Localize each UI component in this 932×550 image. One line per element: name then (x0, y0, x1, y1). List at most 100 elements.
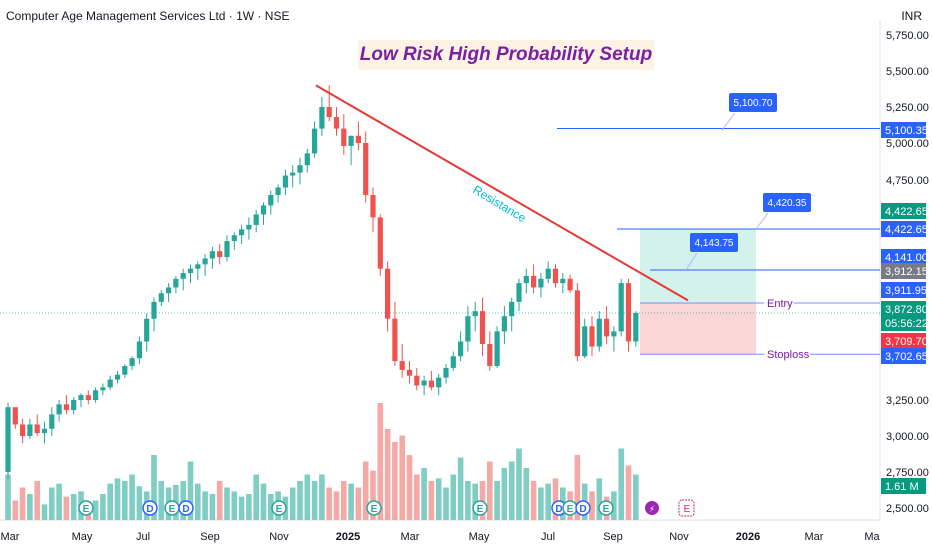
volume-bar (457, 457, 464, 520)
dividend-marker (142, 500, 158, 516)
earnings-marker (78, 500, 94, 516)
candle-body (560, 278, 566, 284)
time-axis-label: May (72, 531, 93, 543)
candle-body (114, 374, 121, 380)
time-axis-label: Mar (401, 531, 420, 543)
candle-body (370, 194, 376, 218)
resistance-line (315, 84, 689, 302)
candle-body (326, 107, 332, 118)
callout-box (729, 93, 777, 112)
volume-bar (472, 483, 478, 520)
volume-bar (114, 478, 121, 520)
candle-body (319, 107, 325, 129)
candle-body (501, 316, 507, 332)
candle-body (399, 361, 405, 370)
candle-body (129, 358, 135, 366)
time-axis-label: May (469, 531, 490, 543)
candle-body (209, 251, 215, 259)
volume-bar (370, 470, 376, 520)
callout-box (763, 193, 811, 212)
candle-body (195, 264, 201, 269)
earnings-marker-label: E (83, 504, 90, 515)
candle-body (107, 379, 113, 388)
stoploss-label: Stoploss (767, 349, 810, 361)
volume-bar (399, 435, 405, 520)
earnings-marker-label: E (371, 504, 378, 515)
candle-body (604, 318, 610, 337)
volume-bar (362, 461, 369, 520)
earnings-marker (598, 500, 614, 516)
volume-bar (516, 448, 522, 520)
volume-bar (523, 468, 530, 520)
volume-bar (501, 468, 508, 520)
candle-body (363, 143, 369, 195)
split-marker (645, 501, 659, 515)
volume-bar (27, 494, 33, 520)
volume-bar (552, 478, 559, 520)
volume-bar (494, 481, 500, 520)
price-tag-label: 3,702.65 (885, 351, 928, 363)
candle-body (574, 290, 580, 357)
volume-bar (487, 461, 493, 520)
price-tick-label: 5,250.00 (886, 102, 929, 114)
candle-body (56, 404, 62, 415)
candle-body (49, 414, 55, 429)
candle-body (41, 428, 48, 434)
volume-bar (231, 491, 238, 520)
volume-bar (465, 481, 471, 520)
price-tick-label: 3,250.00 (886, 395, 929, 407)
price-tick-label: 3,000.00 (886, 431, 929, 443)
price-tick-label: 5,000.00 (886, 138, 929, 150)
split-marker-label: ⚡ (649, 504, 655, 514)
candle-body (589, 326, 595, 347)
time-axis-label: Mar (805, 531, 824, 543)
volume-bar (107, 483, 113, 520)
volume-bar (450, 474, 457, 520)
symbol-title: Computer Age Management Services Ltd · 1… (6, 9, 290, 23)
volume-bar (618, 448, 624, 520)
volume-bar (56, 483, 62, 520)
callout-box (690, 233, 738, 252)
earnings-marker-label: E (567, 504, 574, 515)
volume-bar (41, 504, 48, 520)
candle-body (239, 229, 245, 236)
volume-bar (479, 481, 486, 520)
dividend-marker-label: D (579, 504, 586, 515)
volume-bar (545, 483, 551, 520)
price-tag-label: 3,912.15 (885, 266, 928, 278)
price-tag (881, 348, 926, 364)
volume-bar (574, 455, 581, 520)
volume-bar (224, 487, 230, 520)
earnings-marker (472, 500, 488, 516)
candle-body (472, 311, 478, 317)
volume-bar (5, 474, 11, 520)
candle-body (231, 235, 237, 242)
volume-bar (216, 481, 223, 520)
candle-body (516, 283, 522, 302)
volume-bar (187, 461, 194, 520)
upcoming-earnings-marker (678, 499, 695, 517)
candle-body (582, 326, 588, 357)
candle-body (538, 278, 544, 288)
candle-body (509, 301, 515, 317)
price-tag-label: 4,141.00 (885, 252, 928, 264)
candle-body (596, 318, 602, 347)
candle-body (136, 341, 142, 359)
dividend-marker (575, 500, 591, 516)
time-axis-label: 2026 (736, 531, 760, 543)
price-tag-label: 3,709.70 (885, 336, 928, 348)
candle-body (122, 365, 128, 375)
earnings-marker-label: E (276, 504, 283, 515)
price-tag-label: 4,422.65 (885, 206, 928, 218)
volume-bar (12, 500, 19, 520)
candle-body (173, 278, 179, 288)
candle-body (458, 341, 464, 357)
time-axis-label: Jul (541, 531, 555, 543)
candle-body (479, 311, 486, 345)
volume-bar (151, 455, 157, 520)
candle-body (93, 390, 99, 400)
candle-body (290, 172, 296, 176)
price-tick-label: 5,750.00 (886, 30, 929, 42)
candle-body (341, 128, 347, 146)
